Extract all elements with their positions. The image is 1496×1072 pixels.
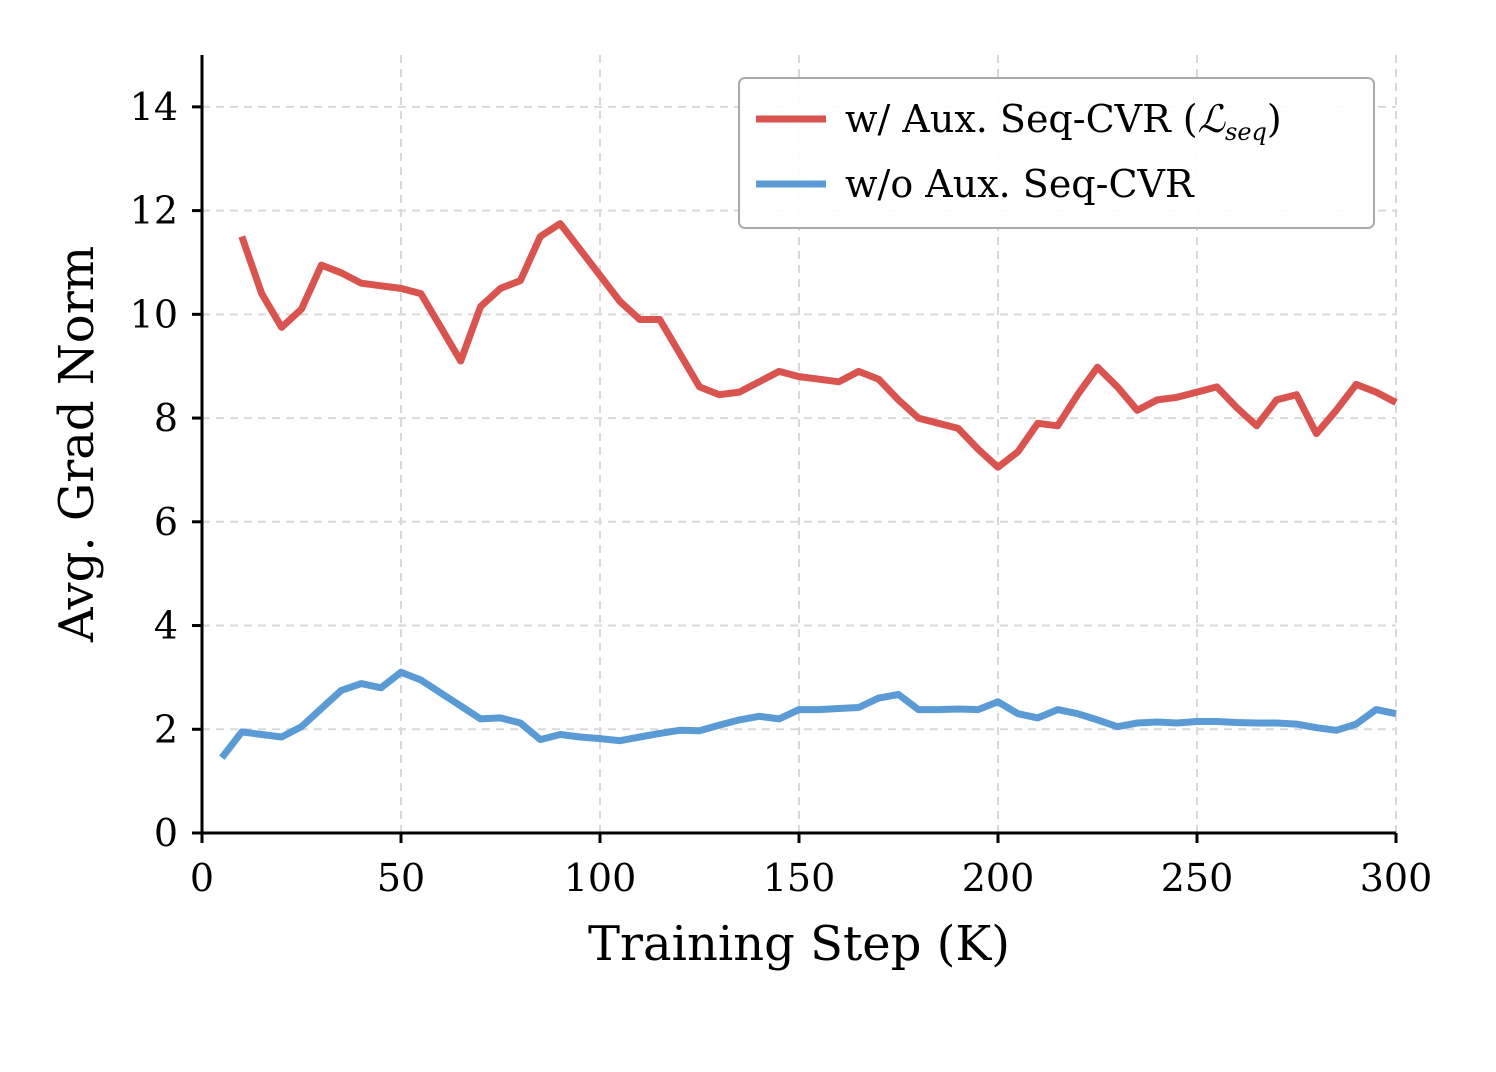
x-tick-label: 150	[763, 856, 836, 900]
legend-label-without-aux: w/o Aux. Seq-CVR	[845, 162, 1195, 206]
y-tick-label: 14	[130, 85, 178, 129]
legend-math-symbol: ℒ	[1198, 97, 1227, 141]
x-tick-label: 200	[962, 856, 1035, 900]
y-tick-label: 12	[130, 189, 178, 233]
y-tick-label: 10	[130, 292, 178, 336]
without-aux-seq-cvr-line	[219, 668, 1397, 760]
y-tick-label: 4	[154, 604, 178, 648]
legend-label-with-aux-main: w/ Aux. Seq-CVR (	[845, 97, 1198, 141]
y-tick-label: 0	[154, 811, 178, 855]
y-tick-label: 2	[154, 707, 178, 751]
y-tick-label: 8	[154, 396, 178, 440]
y-axis-title: Avg. Grad Norm	[49, 246, 105, 643]
legend-label-with-aux-end: )	[1267, 97, 1282, 141]
legend: w/ Aux. Seq-CVR (ℒseq) w/o Aux. Seq-CVR	[738, 77, 1375, 229]
x-tick-label: 50	[377, 856, 425, 900]
ticks: 0 50 100 150 200 250 300 0 2 4 6 8 10 12 14	[130, 85, 1433, 900]
legend-math-subscript: seq	[1225, 118, 1267, 146]
with-aux-seq-cvr-line	[238, 220, 1398, 471]
y-tick-label: 6	[154, 500, 178, 544]
legend-label-with-aux: w/ Aux. Seq-CVR (ℒseq)	[845, 97, 1282, 146]
legend-box	[738, 77, 1375, 229]
series-lines	[219, 220, 1398, 760]
x-tick-label: 100	[564, 856, 637, 900]
x-tick-label: 0	[190, 856, 214, 900]
x-tick-label: 250	[1161, 856, 1234, 900]
x-axis-title: Training Step (K)	[588, 916, 1010, 972]
x-tick-label: 300	[1360, 856, 1433, 900]
